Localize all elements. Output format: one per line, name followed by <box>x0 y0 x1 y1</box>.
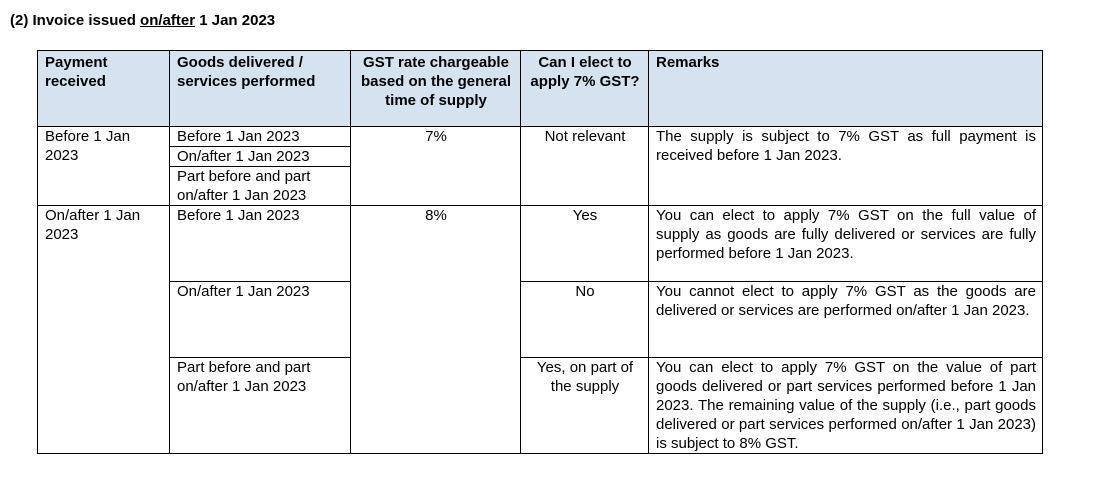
table-header-row: Payment received Goods delivered / servi… <box>37 50 1043 127</box>
goods-cell: On/after 1 Jan 2023 <box>169 281 351 358</box>
goods-cell: Before 1 Jan 2023 <box>169 205 351 282</box>
table-row: Part before and part on/after 1 Jan 2023… <box>38 357 1043 454</box>
can-elect-cell: Yes <box>520 205 649 282</box>
goods-cell: Part before and part on/after 1 Jan 2023 <box>169 357 351 454</box>
heading-prefix: (2) Invoice issued <box>10 12 141 29</box>
heading-underlined: on/after <box>140 12 196 29</box>
table-row: On/after 1 Jan 2023 Before 1 Jan 2023 8%… <box>37 205 1043 454</box>
header-can-elect: Can I elect to apply 7% GST? <box>520 50 649 127</box>
header-payment-received: Payment received <box>37 50 170 127</box>
heading-suffix: 1 Jan 2023 <box>195 12 276 29</box>
remarks-cell: You can elect to apply 7% GST on the ful… <box>648 205 1043 282</box>
remarks-cell: The supply is subject to 7% GST as full … <box>648 126 1043 206</box>
section-heading: (2) Invoice issued on/after 1 Jan 2023 <box>10 12 275 30</box>
gst-rate-cell: 7% <box>350 126 521 206</box>
gst-rate-cell: 8% <box>350 205 521 454</box>
goods-cell: Part before and part on/after 1 Jan 2023 <box>169 166 351 206</box>
header-goods-delivered: Goods delivered / services performed <box>169 50 351 127</box>
payment-received-cell: Before 1 Jan 2023 <box>37 126 170 206</box>
header-gst-rate: GST rate chargeable based on the general… <box>350 50 521 127</box>
remarks-cell: You cannot elect to apply 7% GST as the … <box>648 281 1043 358</box>
remarks-cell: You can elect to apply 7% GST on the val… <box>648 357 1043 454</box>
payment-received-cell: On/after 1 Jan 2023 <box>37 205 170 454</box>
goods-cell: Before 1 Jan 2023 <box>169 126 351 147</box>
table-row: On/after 1 Jan 2023 No You cannot elect … <box>38 281 1043 358</box>
can-elect-cell: Not relevant <box>520 126 649 206</box>
table-row: Before 1 Jan 2023 Before 1 Jan 2023 7% N… <box>37 126 1043 206</box>
header-remarks: Remarks <box>648 50 1043 127</box>
goods-cell: On/after 1 Jan 2023 <box>169 146 351 167</box>
can-elect-cell: Yes, on part of the supply <box>520 357 649 454</box>
can-elect-cell: No <box>520 281 649 358</box>
gst-table: Payment received Goods delivered / servi… <box>37 50 1043 454</box>
